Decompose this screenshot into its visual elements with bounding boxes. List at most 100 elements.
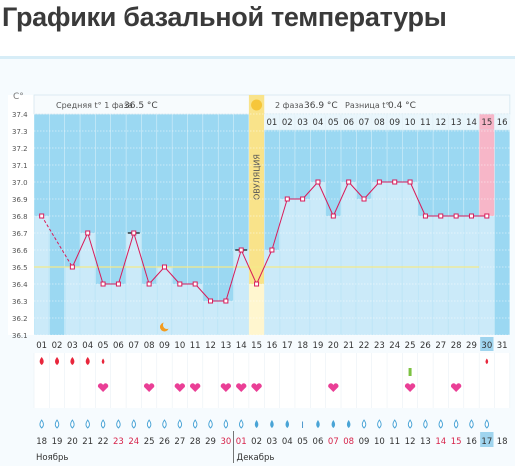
cycle-day-label: 04	[82, 341, 93, 351]
temperature-point	[100, 281, 106, 287]
ovulation-label: ОВУЛЯЦИЯ	[253, 154, 262, 200]
temperature-bar	[418, 216, 433, 335]
cycle-day-label: 21	[343, 341, 354, 351]
phase2-day-label: 12	[435, 118, 446, 128]
phase2-day-label: 10	[405, 118, 416, 128]
calendar-date-label: 03	[267, 437, 278, 447]
heart-icon	[174, 383, 186, 392]
mucus-drop-outline-icon	[162, 419, 167, 429]
heart-icon	[189, 383, 201, 392]
heart-icon	[236, 383, 247, 392]
temperature-bar	[448, 216, 464, 335]
y-tick-label: 37.0	[12, 179, 28, 187]
highlight-column	[479, 130, 495, 216]
calendar-date-label: 05	[297, 437, 308, 447]
temperature-point	[69, 264, 75, 270]
phase2-day-label: 05	[328, 118, 339, 128]
cycle-day-label: 01	[36, 341, 47, 351]
cycle-day-label: 29	[466, 341, 477, 351]
y-tick-label: 36.6	[12, 247, 28, 255]
temperature-bar	[141, 284, 157, 335]
temperature-segment	[133, 232, 150, 285]
mucus-drop-outline-icon	[100, 419, 106, 429]
cycle-day-label: 20	[328, 341, 339, 351]
blood-drop-icon	[85, 357, 90, 365]
heart-icon	[450, 383, 462, 392]
mucus-drop-outline-icon	[177, 419, 183, 429]
mucus-drop-outline-icon	[377, 419, 382, 429]
mucus-drop-icon	[331, 420, 336, 428]
cycle-day-label: 13	[220, 341, 231, 351]
temperature-point	[361, 196, 367, 202]
calendar-date-label: 24	[128, 437, 139, 447]
calendar-date-label: 04	[282, 437, 293, 447]
cycle-day-label: 17	[282, 341, 293, 351]
phase2-day-label: 11	[420, 118, 431, 128]
y-tick-label: 36.9	[12, 196, 28, 204]
phase2-day-label: 09	[389, 118, 400, 128]
temperature-point	[85, 230, 91, 236]
temperature-point	[284, 196, 290, 202]
phase2-day-label: 13	[451, 118, 462, 128]
temperature-point	[484, 213, 490, 219]
phase2-value: 36.9 °C	[304, 101, 338, 111]
phase1-value: 36.5 °C	[124, 101, 158, 111]
temperature-segment	[332, 181, 350, 217]
phase2-day-label: 04	[313, 118, 324, 128]
calendar-date-label: 06	[313, 437, 324, 447]
temperature-segment	[302, 181, 319, 200]
calendar-date-label: 26	[159, 437, 170, 447]
diff-value: 0.4 °C	[388, 101, 416, 111]
today-date-bg	[480, 432, 494, 447]
heart-icon	[97, 383, 109, 392]
mucus-drop-outline-icon	[484, 419, 490, 429]
calendar-date-label: 09	[359, 437, 370, 447]
phase2-day-label: 07	[359, 118, 370, 128]
temperature-point	[177, 281, 183, 287]
temperature-bar	[95, 284, 111, 335]
temperature-segment	[117, 232, 135, 285]
phase2-day-label: 06	[343, 118, 354, 128]
mucus-hourglass-icon: I	[301, 421, 304, 431]
calendar-date-label: 18	[36, 437, 47, 447]
moon-icon-mask	[162, 321, 171, 329]
cycle-day-label: 09	[159, 341, 170, 351]
temperature-segment	[363, 181, 380, 200]
cycle-day-label: 19	[313, 341, 324, 351]
heart-icon	[143, 383, 155, 392]
calendar-date-label: 21	[82, 437, 93, 447]
temperature-bar	[234, 250, 249, 335]
temperature-segment	[271, 198, 288, 251]
cycle-day-label: 23	[374, 341, 385, 351]
temperature-point	[208, 298, 214, 304]
temperature-bar	[34, 216, 49, 335]
temperature-segment	[225, 249, 242, 302]
ovulation-column-lower	[248, 284, 265, 335]
mucus-drop-outline-icon	[54, 419, 60, 429]
temperature-point	[392, 179, 398, 185]
temperature-point	[254, 281, 260, 287]
mucus-drop-icon	[316, 420, 320, 428]
cycle-day-label: 27	[435, 341, 446, 351]
temperature-bar	[433, 216, 448, 335]
cycle-day-label: 06	[113, 341, 124, 351]
ovulation-sun-icon	[251, 99, 263, 111]
mucus-drop-outline-icon	[223, 419, 229, 429]
temperature-segment	[148, 266, 165, 285]
y-tick-label: 36.5	[12, 264, 28, 272]
calendar-date-label: 08	[343, 437, 354, 447]
page-title: Графики базальной температуры	[2, 2, 447, 32]
mucus-drop-outline-icon	[146, 419, 152, 429]
cycle-day-label: 05	[98, 341, 109, 351]
temperature-point	[238, 247, 244, 253]
heart-icon	[404, 383, 416, 392]
calendar-date-label: 27	[174, 437, 185, 447]
mucus-drop-outline-icon	[131, 419, 136, 429]
phase2-day-label: 03	[297, 118, 308, 128]
cycle-day-label: 26	[420, 341, 431, 351]
symbols-area	[34, 353, 510, 408]
calendar-date-label: 30	[220, 437, 231, 447]
temperature-bar	[402, 182, 418, 335]
y-tick-label: 36.2	[12, 315, 28, 323]
cycle-day-label: 14	[236, 341, 247, 351]
